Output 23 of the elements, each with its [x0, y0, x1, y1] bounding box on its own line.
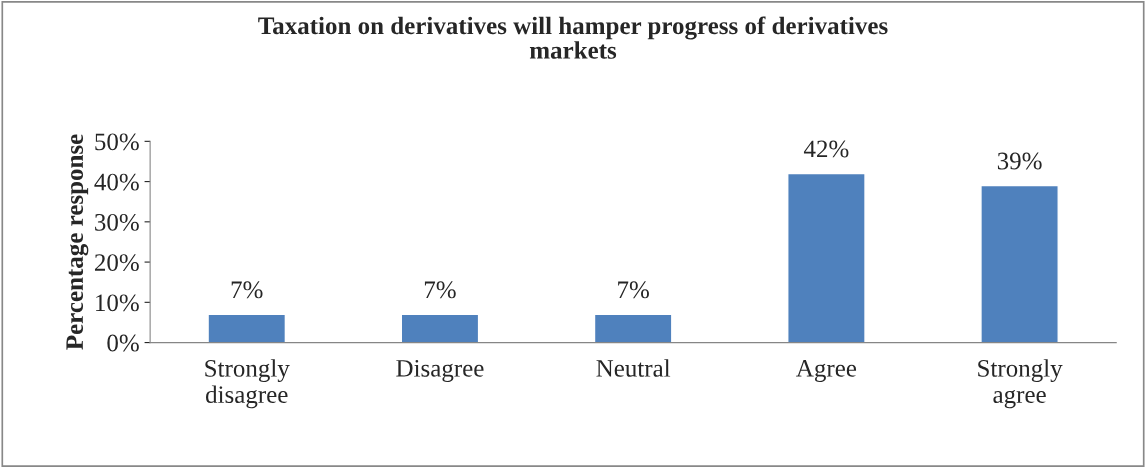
bar — [593, 313, 673, 343]
bar — [787, 172, 866, 343]
x-tick-label: Neutral — [596, 359, 671, 377]
x-tick-label: Strongly disagree — [205, 359, 290, 409]
y-tick-label: 50% — [95, 133, 139, 151]
data-label: 7% — [618, 281, 649, 299]
bar — [980, 184, 1059, 343]
bar — [207, 313, 287, 343]
x-tick-label: Disagree — [396, 359, 484, 382]
y-tick-label: 40% — [94, 173, 139, 191]
y-tick-label: 0% — [107, 334, 139, 352]
chart-title: Taxation on derivatives will hamper progress of derivatives markets — [258, 16, 888, 59]
x-tick-label: Strongly agree — [978, 359, 1063, 409]
data-label: 7% — [231, 281, 263, 299]
y-tick-label: 20% — [94, 254, 139, 272]
data-label: 7% — [424, 281, 456, 299]
data-label: 42% — [803, 140, 849, 158]
y-axis-title: Percentage response — [66, 134, 89, 350]
x-tick-label: Agree — [796, 360, 857, 382]
data-label: 39% — [997, 152, 1042, 170]
bar — [400, 313, 480, 343]
y-tick-label: 10% — [96, 294, 139, 312]
y-tick-label: 30% — [95, 213, 139, 231]
